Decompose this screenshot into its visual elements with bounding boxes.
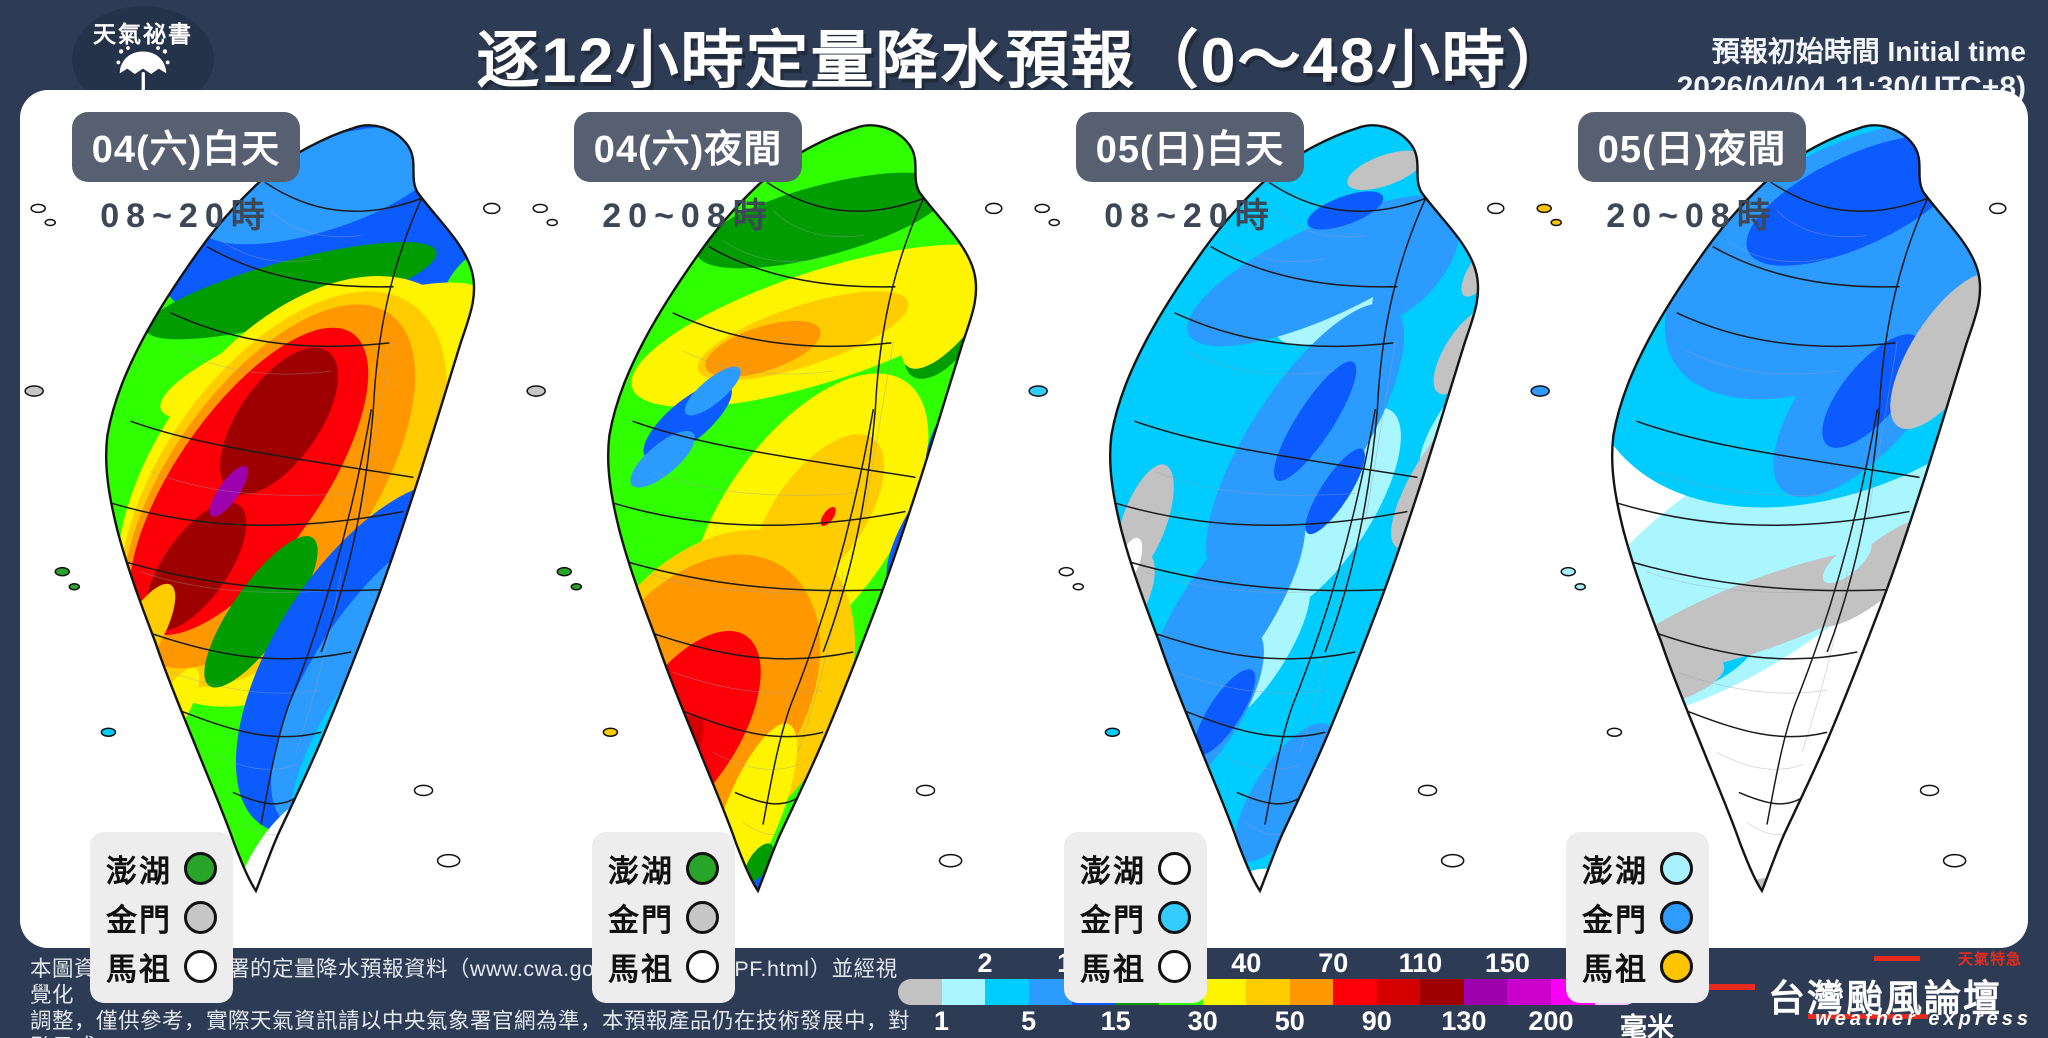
scale-label-bottom: 90 <box>1362 1006 1392 1037</box>
initial-time-label: 預報初始時間 Initial time <box>1677 34 2026 69</box>
maps-panel: 04(六)白天 08~20時 澎湖金門馬祖 <box>20 90 2028 948</box>
island-name: 金門 <box>1582 895 1648 940</box>
scale-segment <box>1507 979 1551 1005</box>
island-legend-row: 金門 <box>106 895 217 940</box>
island-name: 馬祖 <box>1582 944 1648 989</box>
island-legend-row: 澎湖 <box>106 846 217 891</box>
weather-infographic: 天氣祕書 逐12小時定量降水預報（0～48小時） 預報初始時間 Initial … <box>0 0 2048 1038</box>
islands-legend: 澎湖金門馬祖 <box>592 832 735 1003</box>
brand-mini-text: 天氣特急 <box>1958 948 2022 969</box>
scale-segment <box>1290 979 1334 1005</box>
scale-segment <box>1420 979 1464 1005</box>
island-legend-row: 澎湖 <box>1582 846 1693 891</box>
period-pill: 04(六)白天 <box>72 112 301 182</box>
scale-label-top: 150 <box>1485 948 1530 979</box>
scale-color-bar <box>898 979 1638 1005</box>
disclaimer-line: 調整，僅供參考，實際天氣資訊請以中央氣象署官網為準，本預報產品仍在技術發展中，對… <box>30 1008 910 1038</box>
island-color-dot <box>686 950 719 983</box>
islands-legend: 澎湖金門馬祖 <box>90 832 233 1003</box>
island-color-dot <box>1158 852 1191 885</box>
island-name: 馬祖 <box>1080 944 1146 989</box>
island-color-dot <box>1660 852 1693 885</box>
scale-unit-label: 毫米 <box>1620 1006 1674 1038</box>
offshore-islets <box>527 204 617 736</box>
island-color-dot <box>1660 950 1693 983</box>
map-column-sat-day: 04(六)白天 08~20時 澎湖金門馬祖 <box>20 90 522 948</box>
island-color-dot <box>184 852 217 885</box>
island-name: 澎湖 <box>608 846 674 891</box>
island-color-dot <box>1660 901 1693 934</box>
offshore-islets <box>1531 204 1621 736</box>
island-legend-row: 馬祖 <box>106 944 217 989</box>
island-color-dot <box>686 852 719 885</box>
island-color-dot <box>1158 901 1191 934</box>
island-name: 金門 <box>1080 895 1146 940</box>
scale-label-bottom: 5 <box>1021 1006 1036 1037</box>
island-name: 金門 <box>608 895 674 940</box>
period-hours: 20~08時 <box>558 188 818 237</box>
island-legend-row: 金門 <box>1582 895 1693 940</box>
island-name: 金門 <box>106 895 172 940</box>
island-legend-row: 馬祖 <box>1080 944 1191 989</box>
scale-segment <box>942 979 986 1005</box>
island-name: 澎湖 <box>106 846 172 891</box>
period-pill: 04(六)夜間 <box>574 112 803 182</box>
island-color-dot <box>1158 950 1191 983</box>
island-color-dot <box>184 950 217 983</box>
map-column-sun-day: 05(日)白天 08~20時 澎湖金門馬祖 <box>1024 90 1526 948</box>
island-legend-row: 馬祖 <box>608 944 719 989</box>
scale-label-top: 70 <box>1318 948 1348 979</box>
scale-label-top: 110 <box>1399 948 1443 979</box>
island-legend-row: 金門 <box>608 895 719 940</box>
scale-segment <box>1377 979 1421 1005</box>
scale-segment <box>1203 979 1247 1005</box>
period-pill: 05(日)夜間 <box>1578 112 1807 182</box>
brand-tagline: weather express <box>1815 1008 2032 1031</box>
map-column-sat-night: 04(六)夜間 20~08時 澎湖金門馬祖 <box>522 90 1024 948</box>
scale-segment <box>1464 979 1508 1005</box>
map-caption: 04(六)夜間 20~08時 <box>558 112 818 237</box>
scale-label-bottom: 30 <box>1188 1006 1218 1037</box>
brand-logo: 天氣特急 台灣颱風論壇 weather express <box>1700 948 2040 1038</box>
scale-label-bottom: 15 <box>1101 1006 1131 1037</box>
scale-label-top: 40 <box>1231 948 1261 979</box>
scale-label-bottom: 200 <box>1528 1006 1573 1037</box>
islands-legend: 澎湖金門馬祖 <box>1064 832 1207 1003</box>
period-pill: 05(日)白天 <box>1076 112 1305 182</box>
island-legend-row: 金門 <box>1080 895 1191 940</box>
scale-label-bottom: 130 <box>1441 1006 1486 1037</box>
scale-segment <box>898 979 942 1005</box>
island-legend-row: 馬祖 <box>1582 944 1693 989</box>
period-hours: 08~20時 <box>56 188 316 237</box>
map-column-sun-night: 05(日)夜間 20~08時 澎湖金門馬祖 <box>1526 90 2028 948</box>
scale-segment <box>1333 979 1377 1005</box>
map-caption: 04(六)白天 08~20時 <box>56 112 316 237</box>
scale-segment <box>985 979 1029 1005</box>
island-name: 澎湖 <box>1582 846 1648 891</box>
island-name: 馬祖 <box>608 944 674 989</box>
map-caption: 05(日)夜間 20~08時 <box>1562 112 1822 237</box>
period-hours: 20~08時 <box>1562 188 1822 237</box>
island-legend-row: 澎湖 <box>608 846 719 891</box>
scale-label-top: 2 <box>978 948 993 979</box>
island-legend-row: 澎湖 <box>1080 846 1191 891</box>
island-color-dot <box>184 901 217 934</box>
island-name: 澎湖 <box>1080 846 1146 891</box>
scale-segment <box>1246 979 1290 1005</box>
island-color-dot <box>686 901 719 934</box>
footer: 本圖資使用中央氣象署的定量降水預報資料（www.cwa.gov.tw/V8/C/… <box>0 948 2048 1038</box>
scale-bottom-labels: 1515305090130200毫米 <box>898 1006 1673 1036</box>
offshore-islets <box>1029 204 1119 736</box>
period-hours: 08~20時 <box>1060 188 1320 237</box>
brand-mini-line <box>1874 956 1920 961</box>
islands-legend: 澎湖金門馬祖 <box>1566 832 1709 1003</box>
island-name: 馬祖 <box>106 944 172 989</box>
offshore-islets <box>25 204 115 736</box>
scale-top-labels: 210204070110150300 <box>898 948 1673 978</box>
scale-label-bottom: 50 <box>1275 1006 1305 1037</box>
scale-label-bottom: 1 <box>934 1006 949 1037</box>
precipitation-scale: 210204070110150300 1515305090130200毫米 <box>898 948 1673 1038</box>
map-caption: 05(日)白天 08~20時 <box>1060 112 1320 237</box>
